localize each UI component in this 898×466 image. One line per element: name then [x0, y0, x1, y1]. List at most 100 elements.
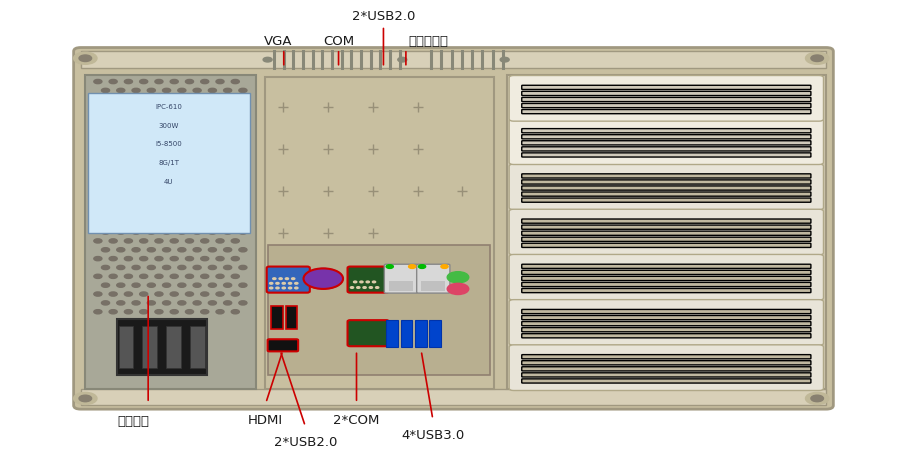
- FancyBboxPatch shape: [522, 219, 811, 223]
- Circle shape: [216, 292, 224, 296]
- Circle shape: [117, 159, 125, 163]
- Bar: [81, 389, 826, 405]
- FancyBboxPatch shape: [348, 320, 389, 346]
- Circle shape: [117, 194, 125, 199]
- Circle shape: [366, 281, 369, 283]
- FancyBboxPatch shape: [522, 147, 811, 151]
- Circle shape: [117, 265, 125, 269]
- Bar: [190, 326, 205, 368]
- Circle shape: [117, 106, 125, 110]
- Circle shape: [279, 278, 282, 280]
- Circle shape: [132, 301, 140, 305]
- Circle shape: [806, 392, 829, 404]
- Circle shape: [154, 309, 163, 314]
- Circle shape: [811, 55, 823, 62]
- Circle shape: [170, 239, 178, 243]
- Circle shape: [231, 168, 239, 172]
- Circle shape: [154, 239, 163, 243]
- Circle shape: [178, 301, 186, 305]
- Circle shape: [170, 274, 178, 278]
- FancyBboxPatch shape: [522, 237, 811, 241]
- Circle shape: [354, 281, 357, 283]
- Circle shape: [101, 230, 110, 234]
- Circle shape: [110, 256, 117, 260]
- Circle shape: [117, 212, 125, 216]
- Circle shape: [208, 123, 216, 128]
- Circle shape: [147, 88, 155, 92]
- Circle shape: [147, 230, 155, 234]
- Circle shape: [101, 265, 110, 269]
- Circle shape: [269, 282, 273, 284]
- Circle shape: [193, 265, 201, 269]
- Circle shape: [132, 159, 140, 163]
- Circle shape: [224, 88, 232, 92]
- Circle shape: [101, 194, 110, 199]
- Circle shape: [304, 268, 343, 289]
- Bar: [386, 320, 398, 347]
- FancyBboxPatch shape: [522, 174, 811, 178]
- Text: HDMI: HDMI: [248, 414, 284, 427]
- Circle shape: [231, 274, 239, 278]
- Circle shape: [363, 287, 366, 288]
- Circle shape: [178, 230, 186, 234]
- Circle shape: [288, 287, 292, 289]
- Circle shape: [132, 212, 140, 216]
- Circle shape: [178, 88, 186, 92]
- Circle shape: [163, 265, 171, 269]
- Circle shape: [170, 203, 178, 207]
- Circle shape: [94, 221, 102, 225]
- Circle shape: [239, 247, 247, 252]
- Circle shape: [94, 185, 102, 190]
- Circle shape: [124, 150, 132, 154]
- Circle shape: [239, 106, 247, 110]
- Circle shape: [163, 106, 171, 110]
- Circle shape: [147, 141, 155, 145]
- Circle shape: [224, 265, 232, 269]
- Circle shape: [79, 395, 92, 402]
- Circle shape: [147, 247, 155, 252]
- Circle shape: [101, 301, 110, 305]
- Circle shape: [208, 159, 216, 163]
- Circle shape: [101, 106, 110, 110]
- Circle shape: [231, 203, 239, 207]
- Text: 双千兆网口: 双千兆网口: [409, 34, 449, 48]
- FancyBboxPatch shape: [522, 322, 811, 326]
- Circle shape: [132, 194, 140, 199]
- Circle shape: [286, 278, 288, 280]
- Circle shape: [163, 301, 171, 305]
- Circle shape: [208, 106, 216, 110]
- Circle shape: [154, 274, 163, 278]
- Circle shape: [117, 283, 125, 287]
- Circle shape: [350, 287, 354, 288]
- Circle shape: [185, 97, 193, 101]
- FancyBboxPatch shape: [417, 264, 450, 293]
- Bar: [429, 320, 441, 347]
- Circle shape: [170, 132, 178, 137]
- Circle shape: [154, 292, 163, 296]
- Circle shape: [124, 239, 132, 243]
- Circle shape: [139, 168, 147, 172]
- Circle shape: [110, 185, 117, 190]
- Circle shape: [154, 115, 163, 119]
- FancyBboxPatch shape: [522, 282, 811, 287]
- FancyBboxPatch shape: [522, 367, 811, 371]
- Circle shape: [208, 247, 216, 252]
- Circle shape: [216, 309, 224, 314]
- Circle shape: [231, 97, 239, 101]
- FancyBboxPatch shape: [509, 75, 823, 121]
- Circle shape: [154, 132, 163, 137]
- Circle shape: [224, 177, 232, 181]
- Circle shape: [200, 292, 208, 296]
- Circle shape: [110, 97, 117, 101]
- Text: I5-8500: I5-8500: [155, 142, 182, 147]
- FancyBboxPatch shape: [509, 345, 823, 391]
- FancyBboxPatch shape: [522, 315, 811, 320]
- Circle shape: [273, 278, 276, 280]
- Circle shape: [178, 265, 186, 269]
- FancyBboxPatch shape: [522, 243, 811, 247]
- Circle shape: [231, 239, 239, 243]
- Circle shape: [132, 106, 140, 110]
- Circle shape: [163, 194, 171, 199]
- Circle shape: [208, 194, 216, 199]
- Circle shape: [200, 309, 208, 314]
